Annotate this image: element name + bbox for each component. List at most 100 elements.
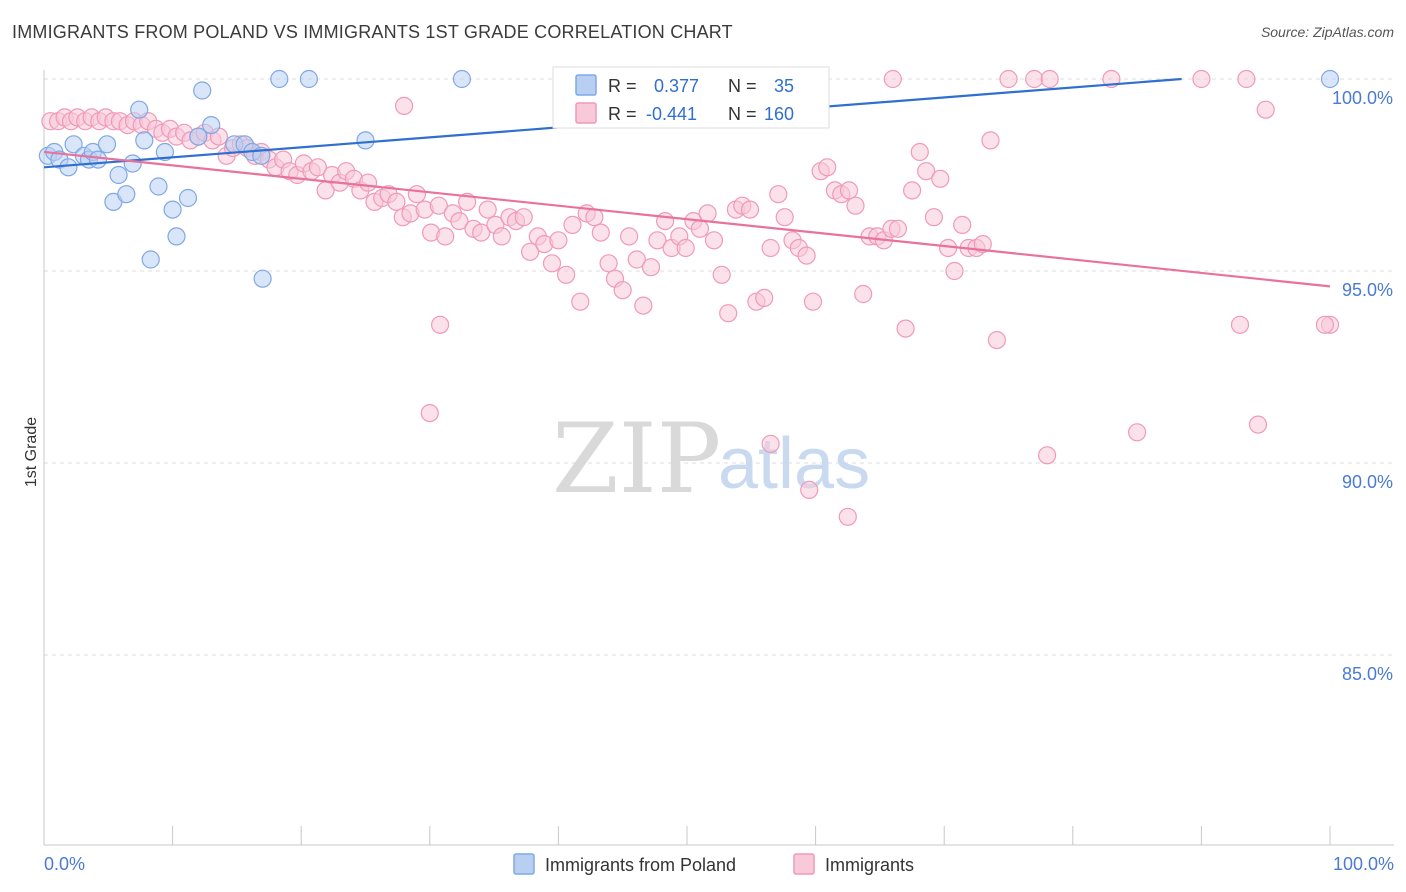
point-poland <box>109 165 128 185</box>
point-poland <box>117 185 136 204</box>
x-tick-label-min: 0.0% <box>44 854 85 874</box>
y-tick-label: 85.0% <box>1342 664 1393 684</box>
point-immigrants <box>431 315 450 334</box>
point-immigrants <box>1256 100 1275 119</box>
point-poland <box>59 158 78 177</box>
watermark: ZIP atlas <box>552 403 870 515</box>
y-tick-labels: 85.0% 90.0% 95.0% 100.0% <box>1332 88 1393 684</box>
point-immigrants <box>429 196 448 215</box>
point-poland <box>299 69 318 89</box>
point-immigrants <box>514 208 533 227</box>
point-immigrants <box>585 208 604 227</box>
point-immigrants <box>797 246 816 265</box>
point-poland <box>1320 69 1340 89</box>
legend-n-value-2: 160 <box>764 104 794 124</box>
point-immigrants <box>931 169 950 188</box>
point-immigrants <box>599 254 618 273</box>
point-immigrants <box>641 258 661 277</box>
watermark-zip: ZIP <box>552 403 721 515</box>
point-poland <box>167 227 186 246</box>
point-immigrants <box>999 69 1018 89</box>
point-immigrants <box>953 215 972 234</box>
point-immigrants <box>1127 423 1147 442</box>
point-immigrants <box>839 181 859 200</box>
point-immigrants <box>1037 446 1057 465</box>
point-immigrants <box>492 227 511 246</box>
point-poland <box>163 200 182 219</box>
point-immigrants <box>436 227 455 246</box>
point-immigrants <box>359 173 378 192</box>
axes <box>43 70 1394 846</box>
point-poland <box>130 100 149 119</box>
point-immigrants <box>549 231 568 250</box>
y-tick-label: 95.0% <box>1342 280 1393 300</box>
point-immigrants <box>690 219 710 238</box>
point-immigrants <box>613 281 632 300</box>
point-immigrants <box>740 200 760 219</box>
chart-title: IMMIGRANTS FROM POLAND VS IMMIGRANTS 1ST… <box>12 22 733 42</box>
point-immigrants <box>761 434 780 453</box>
legend-r-label-2: R = <box>608 104 637 124</box>
point-immigrants <box>854 284 873 304</box>
point-immigrants <box>698 204 717 223</box>
legend-box <box>552 66 830 129</box>
trend-line-immigrants <box>43 150 1331 288</box>
point-immigrants <box>591 223 610 242</box>
point-poland <box>356 131 375 150</box>
point-poland <box>202 115 221 135</box>
point-immigrants <box>1248 415 1268 434</box>
legend-r-label-1: R = <box>608 76 637 96</box>
point-immigrants <box>883 69 902 89</box>
series-poland-points <box>38 69 1340 288</box>
top-legend: R = 0.377 N = 35 R = -0.441 N = 160 <box>552 66 830 129</box>
point-immigrants <box>478 200 497 219</box>
point-immigrants <box>769 185 788 204</box>
point-immigrants <box>755 288 774 307</box>
point-immigrants <box>818 158 837 177</box>
point-poland <box>270 69 289 89</box>
point-immigrants <box>896 319 915 338</box>
legend-swatch-pink <box>575 102 597 124</box>
point-immigrants <box>846 196 865 215</box>
legend-n-label-1: N = <box>728 76 757 96</box>
watermark-atlas: atlas <box>718 424 870 504</box>
point-immigrants <box>1237 69 1256 89</box>
point-poland <box>141 250 160 269</box>
point-immigrants <box>902 181 922 200</box>
point-poland <box>64 135 83 154</box>
point-immigrants <box>704 231 724 250</box>
point-poland <box>193 81 212 100</box>
point-immigrants <box>973 235 992 254</box>
y-axis-label: 1st Grade <box>23 417 40 487</box>
point-poland <box>189 127 208 146</box>
y-tick-label: 90.0% <box>1342 472 1393 492</box>
point-immigrants <box>803 292 823 311</box>
legend-r-value-1: 0.377 <box>654 76 699 96</box>
bottom-legend-swatch-immigrants <box>793 853 815 875</box>
point-immigrants <box>910 142 929 162</box>
point-immigrants <box>387 192 406 211</box>
point-immigrants <box>619 227 639 246</box>
point-immigrants <box>450 212 469 231</box>
point-poland <box>88 150 108 169</box>
x-tick-marks <box>43 826 1331 845</box>
point-poland <box>452 69 471 89</box>
point-immigrants <box>945 261 964 281</box>
point-immigrants <box>1192 69 1211 89</box>
point-immigrants <box>420 404 439 423</box>
point-immigrants <box>563 215 582 234</box>
point-immigrants <box>1040 69 1059 89</box>
point-immigrants <box>407 185 426 204</box>
point-poland <box>97 135 117 154</box>
point-immigrants <box>1025 69 1044 89</box>
point-immigrants <box>775 208 794 227</box>
point-immigrants <box>542 254 562 273</box>
point-immigrants <box>571 292 590 311</box>
point-immigrants <box>472 223 491 242</box>
point-immigrants <box>712 265 731 284</box>
point-poland <box>123 154 142 173</box>
point-poland <box>155 142 174 162</box>
legend-r-value-2: -0.441 <box>646 104 697 124</box>
bottom-legend-label-poland: Immigrants from Poland <box>545 855 736 875</box>
legend-n-label-2: N = <box>728 104 757 124</box>
